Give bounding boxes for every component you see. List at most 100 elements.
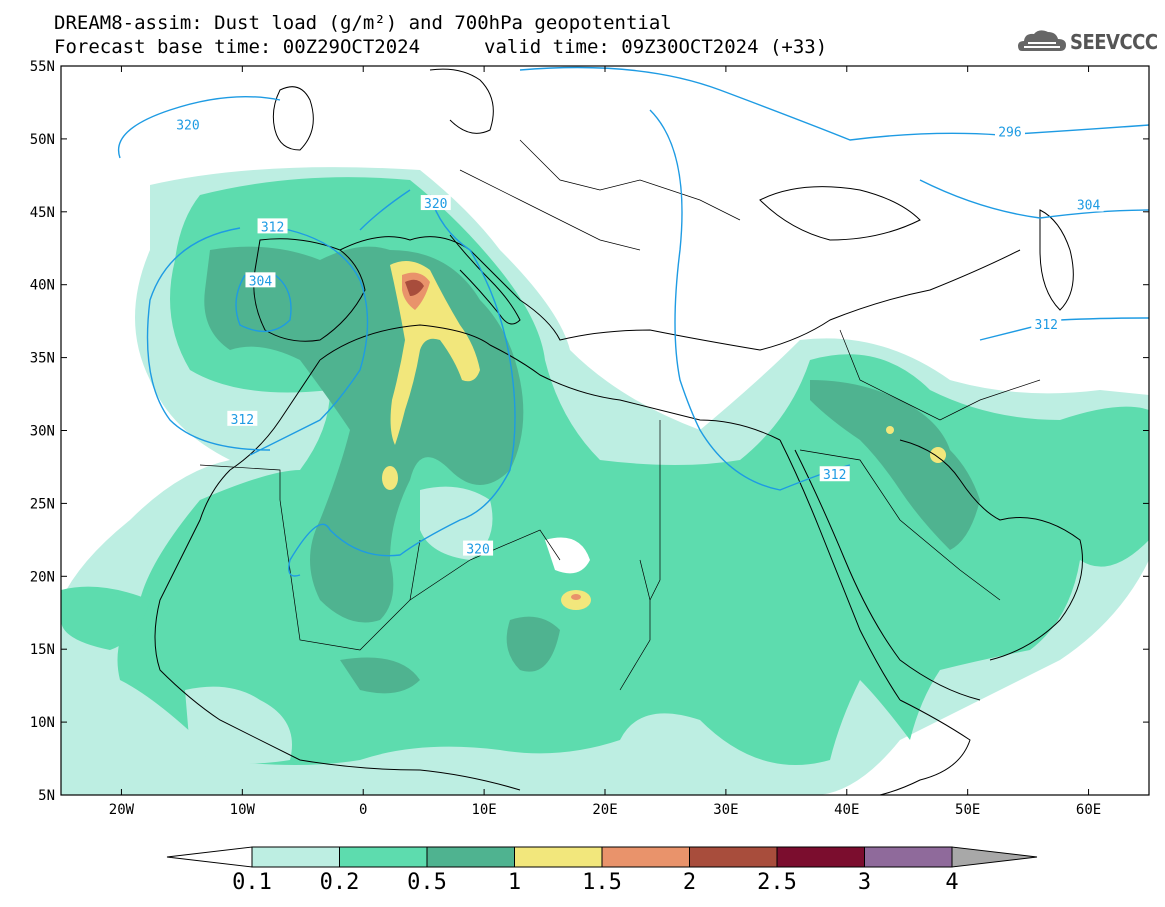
x-tick-label: 10W	[230, 802, 256, 818]
colorbar-label: 3	[858, 870, 871, 895]
contour-label: 304	[1077, 199, 1101, 214]
dust-level-1-spot	[382, 466, 398, 490]
y-tick-label: 45N	[30, 205, 55, 221]
y-tick-label: 50N	[30, 132, 55, 148]
colorbar-box	[689, 846, 778, 868]
y-tick-label: 35N	[30, 351, 55, 367]
colorbar-arrow-right	[951, 846, 1038, 868]
contour-label: 296	[998, 126, 1021, 141]
scandinavia	[429, 68, 494, 134]
border-niger	[409, 529, 561, 601]
colorbar-box	[339, 846, 428, 868]
borders	[199, 139, 1041, 691]
y-tick-label: 55N	[30, 59, 55, 75]
contour-296-north	[519, 66, 1149, 141]
contour-312-east	[649, 109, 851, 491]
border-chad-sudan	[619, 559, 651, 691]
dust-level-0.5-sahel	[340, 657, 420, 694]
border-europe-2	[459, 169, 641, 251]
colorbar-label: 0.2	[320, 870, 360, 895]
y-tick-label: 30N	[30, 424, 55, 440]
y-tick-label: 40N	[30, 278, 55, 294]
y-tick-label: 25N	[30, 496, 55, 512]
colorbar-label: 1	[508, 870, 521, 895]
y-tick-label: 5N	[38, 788, 55, 804]
dust-field	[61, 167, 1149, 795]
x-tick-label: 0	[359, 802, 367, 818]
colorbar-box	[251, 846, 340, 868]
arabia-gulf	[899, 439, 1083, 661]
contour-label-bg	[227, 410, 258, 426]
contour-label-bg	[1073, 196, 1104, 212]
contour-304-iberia	[235, 274, 292, 333]
colorbar-box	[864, 846, 953, 868]
y-tick-label: 15N	[30, 642, 55, 658]
dust-level-0.5-chad	[506, 616, 560, 672]
dust-clear-sahel	[185, 686, 292, 764]
dust-level-1.5-chad	[571, 594, 581, 600]
colorbar-label: 2.5	[757, 870, 797, 895]
colorbar-label: 2	[683, 870, 696, 895]
africa-north-coast	[319, 324, 781, 441]
border-saudi	[799, 449, 1001, 601]
cloud-logo-icon	[1018, 30, 1066, 51]
geopotential-contours	[118, 66, 1149, 577]
colorbar-label: 4	[945, 870, 958, 895]
forecast-base-time: Forecast base time: 00Z29OCT2024	[54, 36, 421, 58]
dust-level-0.2-west	[61, 586, 150, 650]
contour-label: 304	[249, 274, 273, 289]
contour-312-north-east	[979, 317, 1149, 341]
contour-label-bg	[819, 466, 850, 482]
contour-label-bg	[420, 195, 451, 211]
contour-label-bg	[257, 218, 288, 234]
coastlines	[154, 68, 1083, 795]
border-algeria-mali	[279, 499, 421, 651]
dust-clear-libya	[545, 537, 590, 574]
caspian	[1039, 209, 1074, 311]
dust-level-2	[405, 279, 424, 296]
contour-label-bg	[172, 116, 203, 132]
valid-time: valid time: 09Z30OCT2024 (+33)	[484, 36, 828, 58]
europe-coast	[339, 236, 1021, 351]
logo-text: SEEVCCC	[1070, 30, 1158, 54]
britain	[272, 86, 314, 151]
colorbar-box	[601, 846, 690, 868]
border-europe-1	[519, 139, 741, 221]
italy	[449, 234, 521, 325]
contour-312-iberia	[146, 227, 271, 451]
colorbar: 0.1 0.2 0.5 1 1.5 2 2.5 3 4	[166, 846, 1038, 895]
x-tick-label: 20W	[109, 802, 135, 818]
contour-label: 312	[231, 413, 254, 428]
contour-312-loop	[249, 227, 369, 456]
y-tick-label: 10N	[30, 715, 55, 731]
iberia-coast	[253, 238, 366, 342]
figure-title: DREAM8-assim: Dust load (g/m²) and 700hP…	[54, 12, 672, 34]
horn-of-africa	[879, 699, 971, 795]
contour-320-europe	[359, 189, 411, 231]
colorbar-label: 1.5	[582, 870, 622, 895]
contour-label-bg	[463, 540, 494, 556]
colorbar-box	[776, 846, 865, 868]
africa-west-coast	[154, 359, 521, 791]
x-tick-label: 10E	[471, 802, 496, 818]
border-libya-egypt	[649, 420, 661, 601]
dust-level-1-iraq2	[886, 426, 894, 434]
axis-ticks: 20W 10W 0 10E 20E 30E 40E 50E 60E 5N 10N 15N 20N 25N 3…	[30, 59, 1149, 818]
contour-label: 312	[1035, 318, 1058, 333]
contour-label-bg	[1031, 316, 1062, 332]
contour-label-group: 320 312 304 320 312 320 312 296 304 312	[172, 116, 1104, 558]
contour-label: 320	[424, 197, 447, 212]
x-tick-label: 30E	[713, 802, 738, 818]
contour-label-bg	[994, 123, 1025, 139]
dust-level-1-iraq	[930, 447, 946, 463]
x-tick-label: 60E	[1076, 802, 1101, 818]
contour-label: 312	[823, 468, 846, 483]
colorbar-label: 0.1	[232, 870, 272, 895]
y-tick-label: 20N	[30, 569, 55, 585]
colorbar-label: 0.5	[407, 870, 447, 895]
contour-label: 312	[261, 220, 284, 235]
red-sea-east	[794, 449, 981, 701]
contour-label: 320	[466, 543, 489, 558]
